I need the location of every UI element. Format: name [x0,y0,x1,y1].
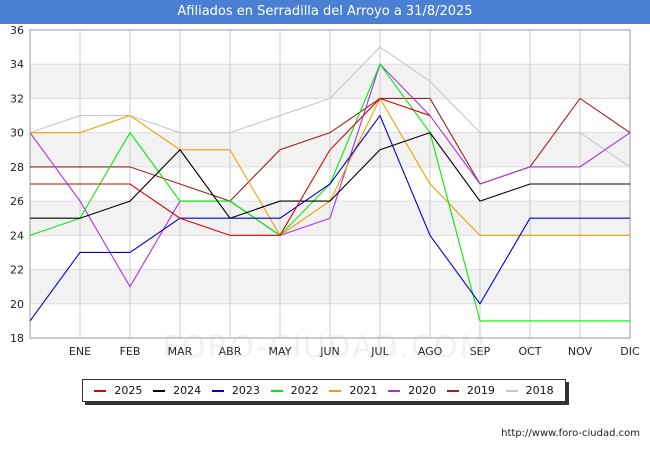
source-credit: http://www.foro-ciudad.com [501,428,640,439]
legend-entry-2020: 2020 [388,384,436,397]
series-layer [29,46,631,322]
y-tick-label: 34 [10,58,24,71]
legend-entry-2021: 2021 [329,384,377,397]
x-tick-label: NOV [568,345,593,358]
y-tick-label: 32 [10,92,24,105]
legend-swatch [329,389,342,392]
legend-label: 2019 [466,384,495,397]
x-tick-label: FEB [120,345,141,358]
legend-entry-2025: 2025 [94,384,142,397]
x-axis: ENE FEB MAR ABR MAY JUN JUL AGO SEP OCT NOV DIC [69,345,640,358]
y-tick-label: 26 [10,195,24,208]
x-tick-label: AGO [418,345,443,358]
series-line-2024 [30,132,630,219]
legend-swatch [153,389,166,392]
y-tick-label: 30 [10,127,24,140]
legend-swatch [446,389,459,392]
legend-label: 2021 [349,384,378,397]
y-tick-label: 22 [10,264,24,277]
y-axis: 18 20 22 24 26 28 30 32 34 36 [10,24,24,345]
x-tick-label: DIC [620,345,640,358]
legend-entry-2019: 2019 [446,384,495,397]
legend-entry-2018: 2018 [505,384,554,397]
x-tick-label: MAY [269,345,292,358]
x-tick-label: ENE [69,345,91,358]
y-tick-label: 20 [10,298,24,311]
chart-title: Afiliados en Serradilla del Arroyo a 31/… [0,0,650,24]
y-tick-label: 28 [10,161,24,174]
legend-entry-2024: 2024 [153,384,201,397]
x-tick-label: SEP [470,345,491,358]
legend-swatch [94,389,107,392]
series-line-2023 [29,114,630,322]
legend-swatch [505,389,518,392]
legend-label: 2025 [114,384,143,397]
legend-swatch [270,389,283,392]
x-tick-label: OCT [518,345,541,358]
x-tick-label: MAR [168,345,193,358]
legend-entry-2022: 2022 [270,384,319,397]
x-tick-label: JUN [319,345,340,358]
series-line-2020 [29,63,631,288]
legend-label: 2020 [408,384,437,397]
legend-label: 2024 [173,384,202,397]
series-line-2025 [30,97,431,236]
x-tick-label: JUL [370,345,389,358]
legend: 2025 2024 2023 2022 2021 2020 2019 2018 [82,379,566,402]
legend-swatch [388,389,401,392]
legend-swatch [211,389,224,392]
legend-label: 2023 [231,384,260,397]
legend-label: 2022 [290,384,319,397]
legend-label: 2018 [525,384,554,397]
y-tick-label: 24 [10,229,24,242]
y-tick-label: 36 [10,24,24,37]
y-tick-label: 18 [10,332,24,345]
x-tick-label: ABR [219,345,242,358]
legend-entry-2023: 2023 [211,384,260,397]
